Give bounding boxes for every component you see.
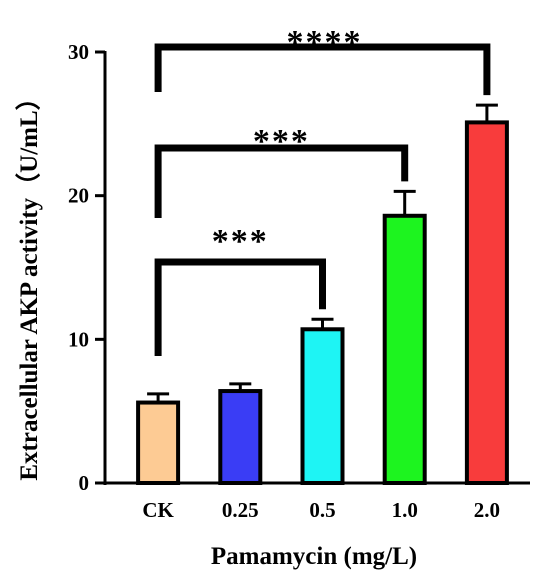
bar-CK [136,400,181,485]
significance-label: *** [253,123,310,160]
y-tick-label: 30 [68,40,89,64]
significance-bracket [154,43,491,96]
y-tick-label: 0 [79,471,90,495]
x-tick-label: 1.0 [392,498,418,522]
bar-0.5 [300,327,345,485]
x-axis: CK 0.25 0.5 1.0 2.0 [103,481,530,522]
y-axis: 0 10 20 30 [68,40,107,495]
y-axis-title: Extracellular AKP activity（U/mL） [14,85,43,480]
significance-brackets: ********** [154,24,491,356]
y-tick-label: 10 [68,327,89,351]
x-tick-label: 0.5 [309,498,335,522]
bars [136,103,509,486]
x-axis-title: Pamamycin (mg/L) [211,543,417,570]
x-tick-label: CK [142,498,174,522]
y-tick-label: 20 [68,184,89,208]
significance-bracket [154,144,409,218]
bar-2.0 [464,120,509,485]
bar-1.0 [382,213,427,485]
significance-label: *** [212,223,269,260]
significance-bracket [154,258,326,356]
significance-label: **** [287,24,363,61]
x-tick-label: 2.0 [474,498,500,522]
bar-0.25 [218,389,263,486]
x-tick-label: 0.25 [222,498,259,522]
